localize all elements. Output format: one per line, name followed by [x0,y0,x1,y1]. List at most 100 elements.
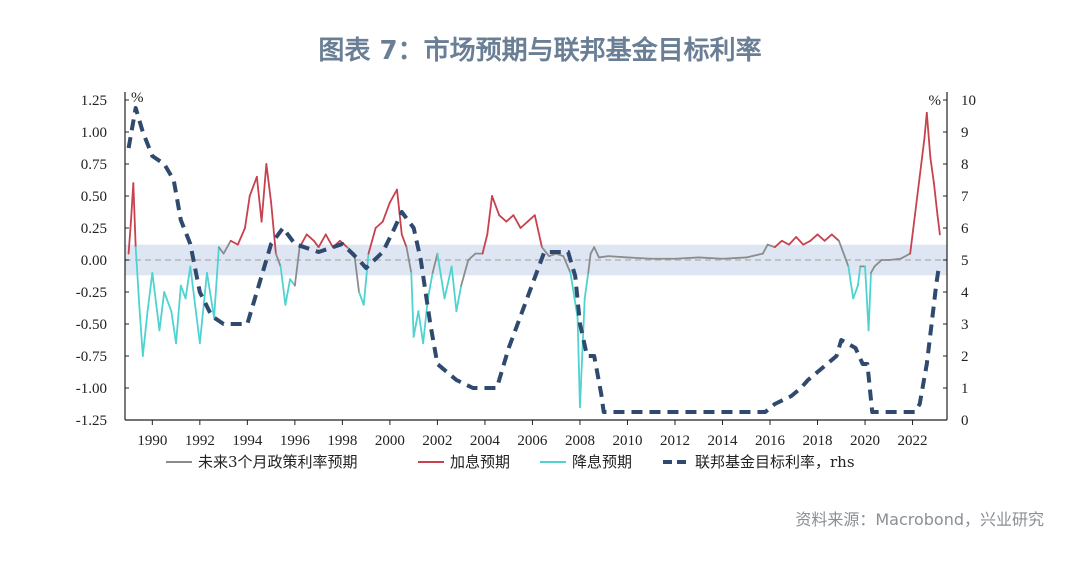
cut-segment [175,284,182,345]
expectation-segment [674,256,700,260]
x-tick-label: 1992 [185,433,215,449]
left-tick-label: 0.00 [81,253,107,269]
expectation-segment [838,239,845,255]
x-tick-label: 2006 [517,433,548,449]
x-tick-label: 2012 [660,433,690,449]
hike-segment [367,227,377,255]
hike-segment [255,175,263,223]
cut-segment [170,310,177,345]
left-tick-label: -0.50 [76,317,107,333]
left-tick-label: 1.25 [81,93,107,109]
expectation-segment [721,256,748,260]
right-tick-label: 3 [961,317,969,333]
cut-segment [362,252,370,306]
hike-segment [491,195,501,217]
cut-segment [141,310,149,357]
hike-segment [914,175,921,217]
x-tick-label: 1996 [280,433,311,449]
cut-segment [284,278,292,306]
cut-segment [138,303,144,357]
cut-segment [852,284,859,300]
cut-segment [189,265,196,306]
expectation-segment [887,257,902,261]
x-tick-label: 2014 [707,433,738,449]
x-tick-label: 2002 [422,433,452,449]
hike-segment [388,188,398,204]
cut-segment [576,316,581,409]
x-tick-label: 1998 [327,433,357,449]
cut-segment [179,284,187,300]
left-tick-label: 0.50 [81,189,107,205]
cut-segment [289,278,296,287]
hike-segment [305,233,315,242]
expectation-segment [745,252,764,259]
x-tick-label: 2008 [565,433,595,449]
expectation-segment [598,255,610,259]
cut-segment [213,246,220,319]
hike-segment [519,220,529,229]
cut-segment [847,265,855,300]
cut-segment [410,271,415,338]
x-tick-label: 2010 [612,433,642,449]
chart-title: 图表 7：市场预期与联邦基金目标利率 [318,36,762,66]
cut-segment [198,271,208,345]
expectation-segment [761,243,769,255]
expectation-segment [870,265,876,274]
expectation-segment [274,252,282,268]
hike-segment [795,236,805,246]
right-tick-label: 8 [961,157,969,173]
expectation-segment [541,246,550,258]
right-tick-label: 7 [961,189,969,205]
cut-segment [443,265,453,300]
cut-segment [422,297,429,345]
cut-segment [163,291,173,313]
hike-segment [788,236,798,246]
expectation-segment [587,252,592,274]
hike-segment [802,239,812,246]
cut-segment [151,271,161,332]
cut-segment [579,297,586,409]
right-tick-label: 9 [961,125,969,141]
cut-segment [412,310,420,338]
left-tick-label: -0.75 [76,349,107,365]
expectation-segment [431,252,439,274]
cut-segment [146,271,154,313]
hike-segment [909,214,916,255]
expectation-segment [842,252,850,268]
hike-segment [132,182,137,249]
hike-segment [265,163,273,204]
expectation-segment [593,246,600,259]
x-tick-label: 2018 [803,433,833,449]
hike-segment [830,233,840,242]
legend-label-hike: 加息预期 [450,453,510,471]
left-tick-label: -1.00 [76,381,107,397]
expectation-segment [405,246,413,274]
expectation-segment [766,243,776,249]
expectation-segment [589,246,596,255]
left-tick-label: 0.25 [81,221,107,237]
hike-segment [260,163,268,223]
expectation-segment [548,252,558,258]
x-tick-label: 2022 [898,433,928,449]
right-tick-label: 0 [961,413,969,429]
expectation-segment [873,259,883,268]
left-tick-label: -1.25 [76,413,107,429]
expectation-segment [222,239,232,255]
right-tick-label: 1 [961,381,969,397]
cut-segment [867,271,872,332]
hike-segment [512,214,522,229]
x-tick-label: 2016 [755,433,786,449]
expectation-segment [562,255,572,274]
hike-segment [400,233,408,249]
cut-segment [455,284,463,313]
hike-segment [396,188,403,236]
expectation-segment [217,246,225,255]
hike-segment [505,214,515,223]
hike-segment [780,239,790,246]
hike-segment [486,195,493,236]
hike-segment [498,214,508,223]
cut-segment [450,265,458,313]
expectation-segment [697,256,724,260]
cut-segment [158,291,166,332]
